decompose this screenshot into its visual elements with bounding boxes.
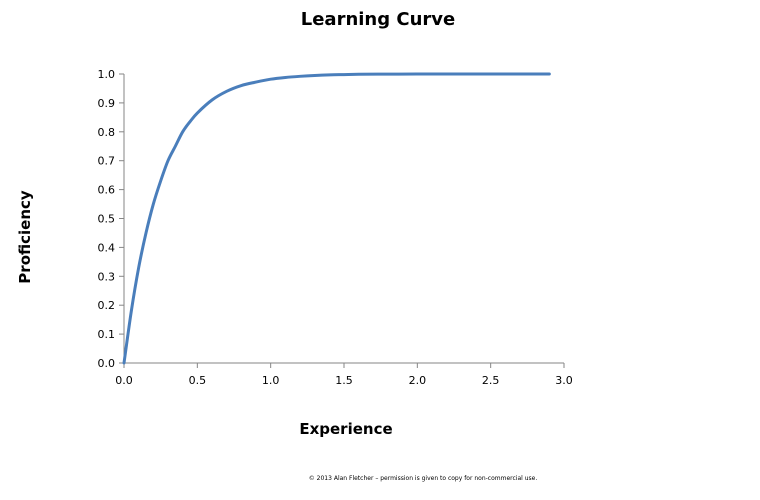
y-tick-label: 0.4 xyxy=(98,241,116,254)
series-layer xyxy=(122,72,551,365)
y-axis-title: Proficiency xyxy=(16,190,34,284)
y-tick-label: 0.1 xyxy=(98,328,116,341)
y-tick-label: 0.5 xyxy=(98,213,116,226)
chart-title: Learning Curve xyxy=(301,9,456,30)
copyright-footer: © 2013 Alan Fletcher – permission is giv… xyxy=(309,475,538,482)
x-tick-label: 2.5 xyxy=(482,374,500,387)
x-tick-label: 1.0 xyxy=(262,374,280,387)
y-tick-label: 0.0 xyxy=(98,357,116,370)
x-tick-label: 2.0 xyxy=(409,374,427,387)
tick-labels: 0.0 0.1 0.2 0.3 0.4 0.5 0.6 0.7 0.8 0.9 1.0 0.0 0.5 1… xyxy=(98,68,573,387)
tick-marks xyxy=(119,73,565,368)
series-line-0 xyxy=(122,72,551,365)
y-tick-label: 1.0 xyxy=(98,68,116,81)
y-tick-label: 0.6 xyxy=(98,184,116,197)
x-axis-title: Experience xyxy=(299,420,392,438)
x-tick-label: 3.0 xyxy=(555,374,573,387)
y-tick-label: 0.8 xyxy=(98,126,116,139)
y-tick-label: 0.7 xyxy=(98,155,116,168)
y-tick-label: 0.3 xyxy=(98,270,116,283)
x-tick-label: 0.5 xyxy=(189,374,207,387)
y-tick-label: 0.2 xyxy=(98,299,116,312)
axes xyxy=(123,74,564,364)
y-tick-label: 0.9 xyxy=(98,97,116,110)
x-tick-label: 0.0 xyxy=(115,374,133,387)
x-tick-label: 1.5 xyxy=(335,374,353,387)
